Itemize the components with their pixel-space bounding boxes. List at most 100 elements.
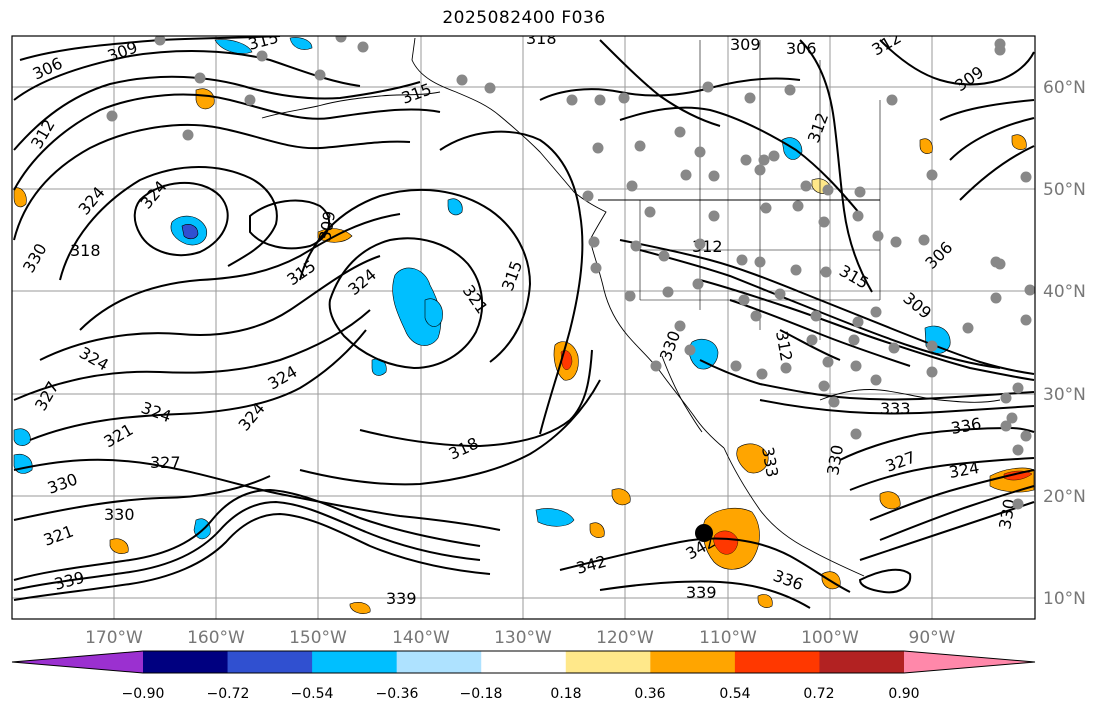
latitude-labels: 60°N 50°N 40°N 30°N 20°N 10°N [1043,78,1086,609]
contour-line [539,77,801,101]
station-marker [754,164,766,176]
station-marker [1000,420,1012,432]
station-marker [106,110,118,122]
colorbar-label: −0.18 [460,686,503,702]
station-marker [1024,284,1035,296]
contour-line [619,239,1035,375]
orange-patch [109,538,129,554]
orange-patch [757,594,773,608]
colorbar-label: −0.90 [122,686,165,702]
station-marker [822,356,834,368]
contour-line [13,458,501,531]
station-marker [768,150,780,162]
station-marker [800,180,812,192]
station-marker [926,340,938,352]
orange-patch [589,522,605,538]
lat-label: 20°N [1043,487,1086,507]
station-marker [588,236,600,248]
map-panel: 306 309 315 312 324 324 318 330 309 315 … [11,35,1036,620]
contour-line [949,117,1035,161]
colorbar [11,650,1036,674]
station-marker [852,210,864,222]
contour-line [133,182,229,257]
station-marker [624,290,636,302]
station-marker [680,169,692,181]
station-marker [760,202,772,214]
contour-line [299,379,601,486]
station-marker [566,94,578,106]
red-patch [713,530,739,555]
station-marker [918,234,930,246]
contour-line [879,485,1035,541]
contour-line [729,299,911,367]
station-marker [820,266,832,278]
dark-blue-patch [181,224,199,240]
blue-patch [424,298,443,327]
orange-patch [879,491,901,510]
blue-patch [392,267,442,346]
colorbar-label: −0.54 [291,686,334,702]
station-marker [994,258,1006,270]
colorbar-segment [481,651,567,673]
station-marker [708,170,720,182]
station-marker [854,186,866,198]
station-marker [256,50,268,62]
contour-line [699,279,1035,381]
contour-label: 339 [386,589,417,608]
station-marker [888,342,900,354]
contour-line [879,39,1035,86]
colorbar-label: 0.54 [719,686,750,702]
orange-patch [195,88,215,110]
longitude-labels: 170°W 160°W 150°W 140°W 130°W 120°W 110°… [85,628,956,648]
contour-label: 333 [880,399,911,418]
station-marker [694,238,706,250]
orange-patch [919,138,933,154]
station-marker [818,380,830,392]
contour-line [939,99,1035,121]
colorbar-segment [227,651,313,673]
station-marker [335,36,347,43]
station-marker [592,142,604,154]
station-marker [792,200,804,212]
station-marker [730,360,742,372]
contour-line [639,249,1001,369]
station-marker [822,184,834,196]
colorbar-segment [734,651,820,673]
colorbar-label: 0.72 [803,686,834,702]
lat-label: 10°N [1043,589,1086,609]
station-marker [702,81,714,93]
station-marker [758,154,770,166]
contour-line [559,537,851,593]
station-marker [618,92,630,104]
contour-line [13,488,481,581]
colorbar-segment [143,651,229,673]
blue-patch [535,508,575,527]
lon-label: 120°W [596,628,654,648]
station-marker [818,216,830,228]
lat-label: 60°N [1043,78,1086,98]
station-marker [582,190,594,202]
blue-patch [214,39,253,54]
colorbar-labels: −0.90 −0.72 −0.54 −0.36 −0.18 0.18 0.36 … [122,686,920,702]
station-marker [738,294,750,306]
colorbar-label: −0.72 [207,686,250,702]
station-marker [674,320,686,332]
station-marker [1000,392,1012,404]
station-marker [658,250,670,262]
colorbar-segment [565,651,651,673]
station-marker [754,256,766,268]
orange-patch [1011,134,1027,150]
station-marker [870,374,882,386]
gulf-coast [819,389,1001,403]
contour-line [959,145,1035,201]
graticule [12,36,1035,619]
contour-line [13,512,491,601]
contour-line [13,475,271,521]
orange-patch [349,602,371,614]
center-marker-icon [695,524,713,542]
station-marker [810,310,822,322]
contour-line [869,469,1035,521]
contour-line [13,50,361,101]
colorbar-extend-low [12,651,143,673]
